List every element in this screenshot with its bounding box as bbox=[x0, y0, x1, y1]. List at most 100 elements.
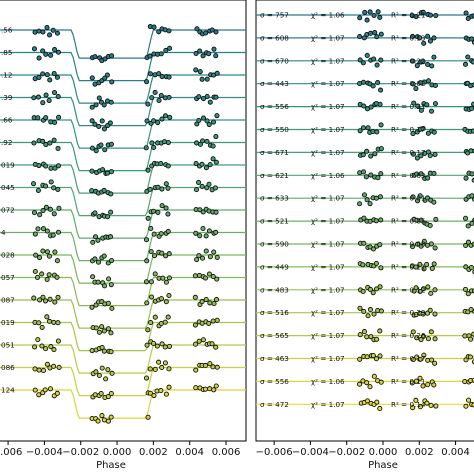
residual-point bbox=[360, 288, 366, 295]
residual-point bbox=[361, 103, 367, 109]
residual-point bbox=[469, 193, 474, 199]
data-point bbox=[199, 76, 205, 82]
residual-point bbox=[414, 129, 420, 135]
residual-point bbox=[368, 172, 374, 178]
data-point bbox=[103, 376, 109, 382]
residual-row: σ = 608 χ² = 1.07 R² = 0.13 bbox=[256, 30, 474, 46]
data-point bbox=[210, 156, 216, 162]
data-point bbox=[144, 300, 150, 306]
r2-label: R² = 0.29 bbox=[391, 308, 426, 317]
data-point bbox=[89, 75, 95, 81]
residual-point bbox=[433, 13, 439, 19]
data-point bbox=[101, 328, 107, 334]
data-point bbox=[200, 53, 206, 59]
data-point bbox=[107, 120, 113, 126]
data-point bbox=[108, 349, 114, 355]
data-point bbox=[152, 366, 158, 373]
residual-point bbox=[378, 217, 384, 223]
residual-point bbox=[421, 286, 427, 292]
lightcurve-row: 019 bbox=[0, 314, 246, 355]
lightcurve-row: 124 bbox=[0, 383, 246, 424]
data-point bbox=[151, 392, 157, 399]
data-point bbox=[166, 74, 172, 80]
chi2-label: χ² = 1.07 bbox=[311, 354, 345, 363]
residual-point bbox=[377, 194, 383, 200]
transit-model-line bbox=[0, 254, 246, 284]
residual-point bbox=[378, 379, 384, 385]
data-point bbox=[214, 317, 220, 323]
row-label: 072 bbox=[1, 206, 15, 215]
data-point bbox=[105, 326, 112, 332]
data-point bbox=[199, 299, 205, 305]
data-point bbox=[214, 276, 220, 282]
data-point bbox=[148, 320, 154, 326]
lightcurve-row: .12 bbox=[0, 67, 246, 110]
r2-label: R² = 0.17 bbox=[391, 354, 425, 363]
data-point bbox=[213, 29, 219, 35]
data-point bbox=[162, 113, 169, 119]
data-point bbox=[152, 314, 158, 320]
sigma-label: σ = 443 bbox=[260, 79, 289, 88]
residual-point bbox=[413, 397, 419, 403]
data-point bbox=[89, 188, 95, 194]
data-point bbox=[162, 319, 168, 325]
data-point bbox=[95, 237, 101, 243]
residual-point bbox=[428, 241, 434, 247]
residual-point bbox=[420, 383, 426, 389]
data-point bbox=[40, 100, 46, 106]
data-point bbox=[51, 211, 57, 217]
data-point bbox=[147, 53, 153, 59]
transit-model-line bbox=[0, 74, 246, 104]
residual-point bbox=[364, 52, 370, 59]
data-point bbox=[52, 165, 58, 171]
residual-point bbox=[424, 400, 430, 406]
data-point bbox=[47, 386, 53, 392]
residual-point bbox=[377, 242, 383, 248]
data-point bbox=[204, 76, 210, 82]
x-tick-label: 0.006 bbox=[212, 447, 241, 458]
chi2-label: χ² = 1.07 bbox=[311, 331, 345, 340]
lightcurve-row: 087 bbox=[0, 292, 246, 336]
data-point bbox=[55, 338, 61, 344]
data-point bbox=[40, 138, 46, 144]
residual-point bbox=[425, 175, 431, 181]
data-point bbox=[200, 209, 206, 215]
residual-point bbox=[425, 78, 432, 84]
sigma-label: σ = 633 bbox=[260, 194, 289, 203]
chi2-label: χ² = 1.07 bbox=[311, 194, 345, 203]
data-point bbox=[89, 104, 95, 110]
x-tick-label: −0.004 bbox=[26, 447, 63, 458]
data-point bbox=[55, 294, 61, 300]
residual-point bbox=[409, 380, 415, 386]
data-point bbox=[151, 144, 157, 151]
residual-point bbox=[378, 31, 384, 37]
data-point bbox=[47, 206, 53, 212]
data-point bbox=[143, 237, 150, 243]
residual-point bbox=[368, 334, 374, 340]
residual-point bbox=[374, 336, 380, 342]
data-point bbox=[148, 294, 155, 300]
data-point bbox=[35, 94, 41, 100]
data-point bbox=[143, 375, 150, 381]
left-x-axis-label: Phase bbox=[96, 460, 126, 471]
data-point bbox=[152, 89, 158, 95]
residual-point bbox=[373, 356, 379, 362]
data-point bbox=[108, 330, 114, 336]
data-point bbox=[40, 226, 46, 232]
x-tick-label: −0.006 bbox=[256, 447, 293, 458]
data-point bbox=[92, 121, 98, 127]
data-point bbox=[48, 179, 54, 185]
residual-point bbox=[421, 40, 427, 46]
residual-point bbox=[465, 291, 471, 297]
residual-point bbox=[470, 59, 474, 65]
lightcurve-row: 4 bbox=[0, 225, 246, 266]
lightcurve-row: 019 bbox=[0, 156, 246, 197]
x-tick-label: 0.000 bbox=[103, 447, 132, 458]
data-point bbox=[211, 301, 217, 307]
data-point bbox=[155, 209, 161, 215]
x-tick-label: −0.002 bbox=[62, 447, 99, 458]
residual-point bbox=[410, 405, 416, 411]
data-point bbox=[212, 185, 218, 191]
data-point bbox=[99, 344, 105, 351]
data-point bbox=[90, 239, 96, 245]
